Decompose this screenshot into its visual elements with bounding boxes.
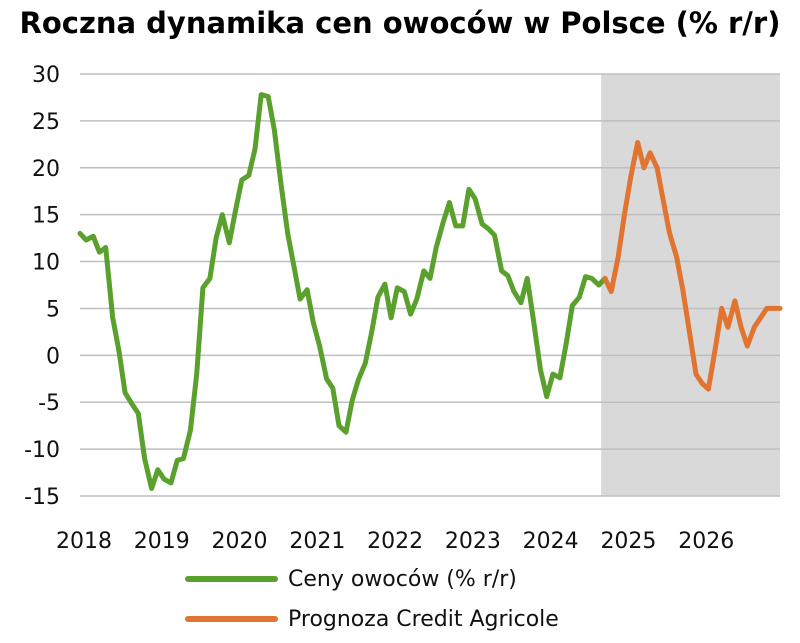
series-line-actual bbox=[77, 92, 608, 491]
legend-item-forecast: Prognoza Credit Agricole bbox=[185, 603, 559, 635]
forecast-shaded-region bbox=[601, 74, 780, 496]
legend-item-actual: Ceny owoców (% r/r) bbox=[185, 563, 517, 595]
x-tick-label: 2018 bbox=[56, 529, 112, 554]
y-tick-label: 25 bbox=[32, 110, 60, 135]
legend-swatch-actual bbox=[185, 576, 278, 582]
chart-title: Roczna dynamika cen owoców w Polsce (% r… bbox=[19, 6, 781, 40]
x-tick-label: 2020 bbox=[212, 529, 268, 554]
x-tick-label: 2024 bbox=[523, 529, 579, 554]
legend-swatch-forecast bbox=[185, 616, 278, 622]
y-tick-label: 10 bbox=[32, 251, 60, 276]
series-line-forecast bbox=[602, 140, 783, 392]
y-tick-label: -10 bbox=[24, 438, 60, 463]
y-tick-label: -5 bbox=[38, 391, 60, 416]
y-tick-label: 20 bbox=[32, 157, 60, 182]
y-tick-label: 15 bbox=[32, 204, 60, 229]
y-tick-label: 30 bbox=[32, 63, 60, 88]
y-tick-label: 0 bbox=[46, 344, 60, 369]
x-tick-label: 2026 bbox=[678, 529, 734, 554]
y-tick-label: 5 bbox=[46, 297, 60, 322]
y-tick-label: -15 bbox=[24, 485, 60, 510]
x-tick-label: 2019 bbox=[134, 529, 190, 554]
legend-label-actual: Ceny owoców (% r/r) bbox=[288, 566, 517, 592]
x-tick-label: 2023 bbox=[445, 529, 501, 554]
x-tick-label: 2025 bbox=[600, 529, 656, 554]
x-tick-label: 2022 bbox=[367, 529, 423, 554]
x-tick-label: 2021 bbox=[289, 529, 345, 554]
legend-label-forecast: Prognoza Credit Agricole bbox=[288, 606, 559, 632]
